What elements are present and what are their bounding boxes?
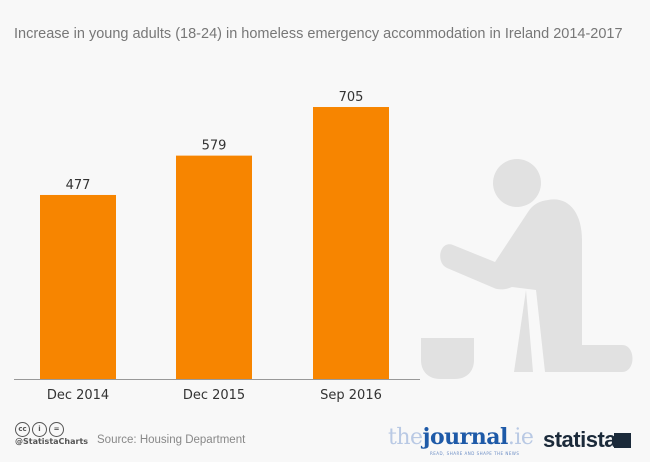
bar-2 (313, 107, 389, 380)
thejournal-tagline: READ, SHARE AND SHAPE THE NEWS (430, 451, 520, 456)
x-tick-label: Dec 2015 (183, 388, 245, 403)
chart-title: Increase in young adults (18-24) in home… (14, 26, 623, 42)
statista-handle[interactable]: @StatistaCharts (15, 437, 89, 446)
bars-group: 477 Dec 2014 579 Dec 2015 705 Sep 2016 (40, 90, 389, 403)
bar-0 (40, 194, 116, 379)
statista-logo-icon (614, 433, 631, 448)
nd-icon: = (49, 422, 64, 437)
data-label: 579 (202, 139, 227, 154)
source-text: Source: Housing Department (97, 434, 246, 446)
data-label: 477 (66, 178, 91, 193)
cc-icon: cc (15, 422, 30, 437)
bowl-icon (421, 338, 474, 379)
data-label: 705 (339, 90, 364, 105)
thejournal-logo: thejournal.ie (388, 424, 534, 450)
x-tick-label: Sep 2016 (320, 388, 382, 403)
bar-1 (176, 155, 252, 379)
by-icon: i (32, 422, 47, 437)
kneeling-person-icon (421, 159, 633, 379)
statista-logo: statista (543, 427, 617, 452)
x-tick-label: Dec 2014 (47, 388, 109, 403)
